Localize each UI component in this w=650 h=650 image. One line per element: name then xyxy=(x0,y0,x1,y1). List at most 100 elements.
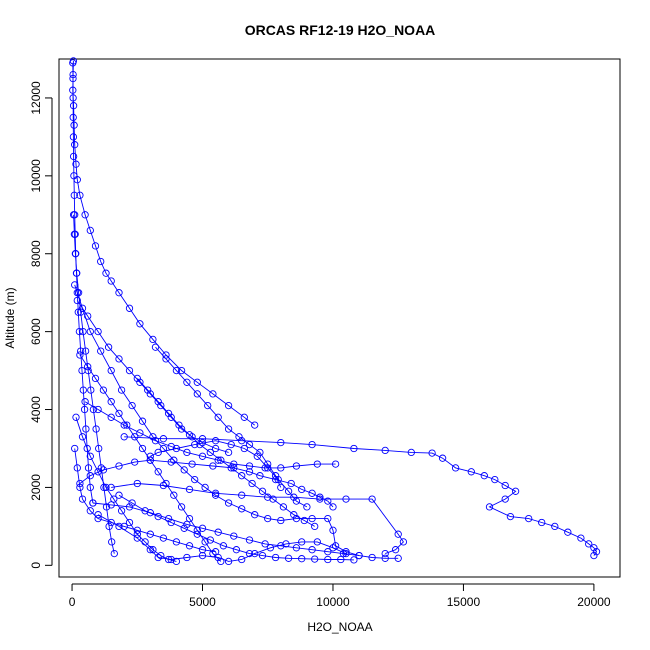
data-point xyxy=(292,462,301,470)
data-point xyxy=(381,446,389,455)
data-point xyxy=(138,417,147,425)
data-point xyxy=(274,475,282,484)
data-point xyxy=(313,538,321,546)
data-point xyxy=(120,522,128,531)
series-2 xyxy=(71,281,402,562)
data-point xyxy=(399,538,408,546)
x-tick-label: 20000 xyxy=(577,595,611,609)
data-point xyxy=(86,327,94,336)
data-point xyxy=(284,554,293,562)
data-point xyxy=(70,191,78,199)
data-point xyxy=(185,542,194,550)
data-point xyxy=(167,458,175,466)
data-point xyxy=(172,444,181,453)
data-point xyxy=(298,538,306,546)
data-point xyxy=(211,444,220,453)
data-point xyxy=(97,257,105,266)
data-point xyxy=(564,528,572,536)
data-point xyxy=(144,386,152,394)
data-point xyxy=(324,497,332,505)
data-point xyxy=(73,464,81,472)
data-point xyxy=(230,532,238,540)
data-point xyxy=(94,327,102,336)
data-point xyxy=(467,468,475,476)
data-point xyxy=(209,390,217,398)
data-point xyxy=(72,269,81,277)
data-point xyxy=(133,534,141,542)
data-point xyxy=(329,526,337,534)
data-point xyxy=(138,444,147,453)
data-point xyxy=(86,507,94,515)
data-point xyxy=(292,544,301,552)
data-point xyxy=(115,355,123,363)
data-point xyxy=(77,347,85,355)
data-point xyxy=(185,485,194,494)
y-tick-label: 0 xyxy=(29,562,43,569)
data-point xyxy=(102,483,110,492)
data-point xyxy=(308,440,316,449)
data-point xyxy=(107,398,115,406)
data-point xyxy=(282,540,290,548)
data-point xyxy=(71,141,79,149)
data-point xyxy=(277,483,285,492)
data-point xyxy=(86,472,94,480)
x-tick-label: 0 xyxy=(69,595,76,609)
data-point xyxy=(224,425,233,433)
data-point xyxy=(198,435,207,443)
y-tick-label: 4000 xyxy=(29,396,43,423)
data-point xyxy=(501,481,509,490)
data-point xyxy=(162,355,170,363)
data-point xyxy=(185,514,194,523)
data-point xyxy=(107,518,115,527)
data-point xyxy=(311,555,319,563)
data-point xyxy=(214,528,222,536)
data-point xyxy=(76,191,84,199)
data-point xyxy=(277,438,285,447)
data-point xyxy=(110,549,118,558)
y-tick-label: 8000 xyxy=(29,240,43,267)
plot-area xyxy=(69,57,601,566)
data-point xyxy=(72,413,80,421)
data-point xyxy=(577,534,585,542)
data-point xyxy=(185,431,194,439)
data-point xyxy=(136,429,144,437)
data-point xyxy=(316,495,324,503)
data-point xyxy=(277,464,285,472)
data-point xyxy=(592,548,601,556)
data-point xyxy=(157,401,165,410)
data-point xyxy=(69,113,77,122)
data-point xyxy=(84,312,92,320)
data-point xyxy=(69,152,78,161)
data-point xyxy=(590,551,598,560)
data-point xyxy=(136,320,144,328)
data-point xyxy=(107,366,115,375)
data-point xyxy=(491,475,499,484)
data-point xyxy=(290,493,298,501)
data-point xyxy=(125,518,134,527)
data-point xyxy=(78,495,87,503)
y-tick-label: 12000 xyxy=(29,81,43,115)
data-point xyxy=(146,530,154,538)
data-point xyxy=(368,495,376,503)
data-point xyxy=(73,289,81,297)
data-point xyxy=(115,491,123,499)
data-point xyxy=(97,347,105,355)
data-point xyxy=(115,409,123,418)
data-point xyxy=(136,378,144,386)
data-point xyxy=(337,555,345,564)
data-point xyxy=(71,211,79,219)
series-line xyxy=(118,494,354,561)
series-10 xyxy=(73,296,233,457)
data-point xyxy=(107,483,115,492)
data-point xyxy=(485,503,494,511)
data-point xyxy=(89,405,98,414)
data-point xyxy=(115,462,123,470)
series-line xyxy=(72,60,255,426)
data-point xyxy=(74,308,82,316)
data-point xyxy=(224,401,233,410)
data-point xyxy=(89,499,97,507)
data-point xyxy=(394,530,402,538)
data-point xyxy=(177,425,186,433)
data-point xyxy=(105,522,113,531)
data-point xyxy=(151,343,160,351)
